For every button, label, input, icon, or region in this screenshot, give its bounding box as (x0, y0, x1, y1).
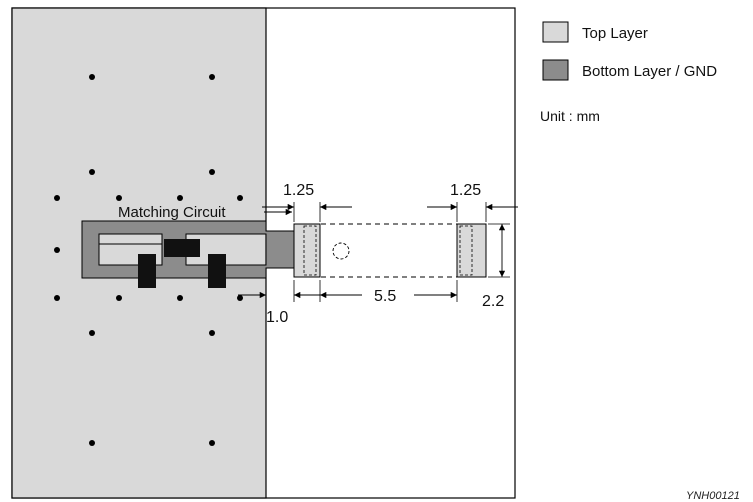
matching-component (164, 239, 200, 257)
via (54, 195, 60, 201)
dim-label-line-width: 1.0 (266, 309, 288, 326)
antenna-feed-mark (332, 242, 350, 260)
via (89, 440, 95, 446)
matching-component (138, 254, 156, 288)
dim-label-pad-width-right: 1.25 (450, 182, 481, 199)
matching-circuit-label: Matching Circuit (118, 204, 226, 221)
via (177, 295, 183, 301)
via (237, 195, 243, 201)
via (89, 169, 95, 175)
dim-label-pad-spacing: 5.5 (374, 288, 396, 305)
dim-label-pad-height: 2.2 (482, 293, 504, 310)
ground-plane-area (11, 7, 267, 499)
legend-swatch-bottom-layer (542, 59, 569, 81)
via (237, 295, 243, 301)
legend-label-bottom-layer: Bottom Layer / GND (582, 63, 717, 80)
via (209, 74, 215, 80)
antenna-body-outline (293, 223, 487, 278)
via (209, 440, 215, 446)
matching-component (208, 254, 226, 288)
via (54, 247, 60, 253)
right-pad-inner (459, 225, 473, 276)
legend-label-top-layer: Top Layer (582, 25, 648, 42)
via-group (54, 74, 243, 446)
dim-label-pad-width-left: 1.25 (283, 182, 314, 199)
via (54, 295, 60, 301)
left-pad-inner (303, 225, 317, 276)
via (177, 195, 183, 201)
figure-id: YNH00121 (686, 490, 740, 502)
via (209, 169, 215, 175)
via (116, 195, 122, 201)
legend-swatch-top-layer (542, 21, 569, 43)
via (209, 330, 215, 336)
via (116, 295, 122, 301)
via (89, 330, 95, 336)
via (89, 74, 95, 80)
right-antenna-pad (456, 223, 487, 278)
unit-label: Unit : mm (540, 108, 600, 124)
